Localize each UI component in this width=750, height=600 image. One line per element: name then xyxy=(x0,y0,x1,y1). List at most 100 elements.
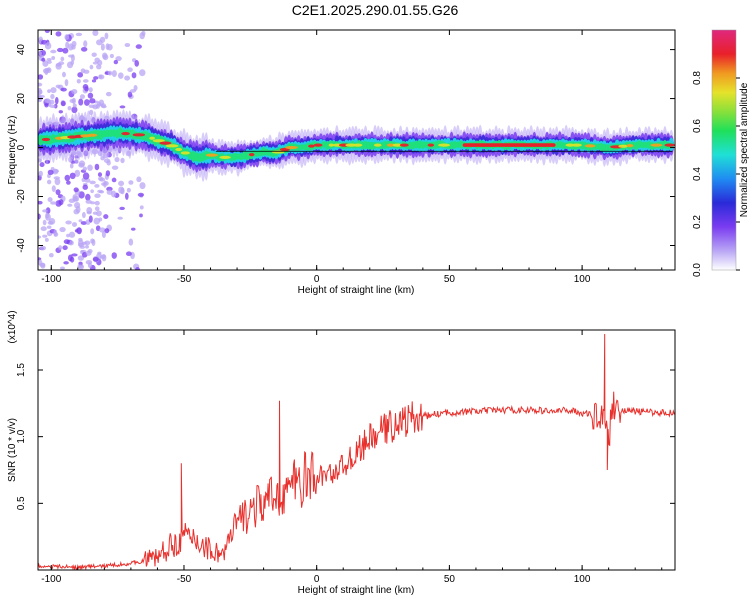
noise-speckle xyxy=(78,98,84,106)
ridge-core xyxy=(427,143,435,147)
noise-speckle xyxy=(58,110,63,114)
noise-speckle xyxy=(101,230,106,239)
noise-speckle xyxy=(131,72,137,79)
noise-speckle xyxy=(87,92,94,99)
y-tick-label: 0.5 xyxy=(16,496,27,510)
noise-speckle xyxy=(78,219,83,223)
noise-speckle xyxy=(78,242,85,248)
noise-speckle xyxy=(92,211,98,215)
noise-speckle xyxy=(55,31,62,37)
noise-speckle xyxy=(111,165,119,170)
noise-speckle xyxy=(71,106,78,114)
noise-speckle xyxy=(44,103,49,108)
noise-speckle xyxy=(47,60,52,64)
noise-speckle xyxy=(88,87,93,93)
noise-speckle xyxy=(94,184,100,188)
chart-title: C2E1.2025.290.01.55.G26 xyxy=(292,2,459,18)
noise-speckle xyxy=(52,168,59,175)
noise-speckle xyxy=(90,189,94,194)
noise-speckle xyxy=(44,30,50,34)
noise-speckle xyxy=(105,170,111,177)
noise-speckle xyxy=(94,193,101,199)
noise-speckle xyxy=(39,245,47,251)
noise-speckle xyxy=(58,199,64,206)
noise-speckle xyxy=(54,97,59,105)
noise-speckle xyxy=(64,174,71,182)
noise-speckle xyxy=(74,159,79,164)
noise-speckle xyxy=(111,177,117,183)
colorbar-gradient xyxy=(712,30,736,270)
noise-speckle xyxy=(74,201,81,209)
x-tick-label: -100 xyxy=(41,274,61,285)
ridge-core xyxy=(132,133,146,137)
y-tick-label: 20 xyxy=(16,93,27,105)
noise-speckle xyxy=(66,180,71,185)
noise-speckle xyxy=(105,91,112,97)
y-tick-label: 0 xyxy=(16,144,27,150)
x-tick-label: -50 xyxy=(177,274,192,285)
ridge-core xyxy=(248,153,255,157)
noise-speckle xyxy=(77,255,85,261)
noise-speckle xyxy=(82,79,89,83)
noise-speckle xyxy=(42,209,48,213)
noise-speckle xyxy=(125,251,132,257)
noise-speckle xyxy=(76,227,82,235)
noise-speckle xyxy=(91,52,97,57)
x-tick-label: 50 xyxy=(444,274,456,285)
y-tick-label: 40 xyxy=(16,44,27,56)
bottom-x-axis-label: Height of straight line (km) xyxy=(298,585,415,596)
noise-speckle xyxy=(124,75,131,81)
noise-speckle xyxy=(71,97,76,105)
noise-speckle xyxy=(71,222,78,227)
noise-speckle xyxy=(47,220,54,225)
noise-speckle xyxy=(38,87,42,96)
ridge-core xyxy=(41,137,51,142)
noise-speckle xyxy=(83,40,88,48)
snr-series-line xyxy=(38,333,675,570)
noise-speckle xyxy=(82,184,88,190)
noise-speckle xyxy=(139,182,146,190)
noise-speckle xyxy=(42,234,48,238)
noise-speckle xyxy=(89,64,94,70)
noise-speckle xyxy=(124,43,131,48)
ridge-core xyxy=(373,143,382,147)
x-tick-label: 50 xyxy=(444,574,456,585)
ridge-core xyxy=(462,143,556,147)
noise-speckle xyxy=(127,67,133,73)
noise-speckle xyxy=(113,59,119,65)
x-tick-label: -50 xyxy=(177,574,192,585)
noise-speckle xyxy=(46,57,52,62)
noise-speckle xyxy=(51,185,56,193)
noise-speckle xyxy=(101,254,107,262)
noise-speckle xyxy=(79,94,86,100)
noise-speckle xyxy=(67,254,73,262)
noise-speckle xyxy=(84,86,89,92)
noise-speckle xyxy=(78,191,85,199)
colorbar-tick-label: 0.4 xyxy=(692,167,703,181)
noise-speckle xyxy=(72,103,77,108)
noise-speckle xyxy=(68,43,74,51)
noise-speckle xyxy=(137,192,145,197)
noise-speckle xyxy=(60,100,66,107)
top-x-axis-label: Height of straight line (km) xyxy=(298,285,415,296)
ridge-core xyxy=(165,144,179,148)
bottom-y-axis-ticks: 1.5 1.0 0.5 xyxy=(16,363,675,510)
noise-speckle xyxy=(69,163,74,169)
spectrogram-frame xyxy=(37,29,676,271)
noise-speckle xyxy=(71,88,78,95)
colorbar-tick-label: 0.6 xyxy=(692,119,703,133)
noise-speckle xyxy=(89,98,96,104)
snr-frame xyxy=(37,329,676,571)
noise-speckle xyxy=(135,267,141,270)
noise-speckle xyxy=(49,104,56,109)
y-tick-label: -40 xyxy=(16,238,27,253)
noise-speckle xyxy=(89,109,94,116)
noise-speckle xyxy=(60,87,67,92)
noise-speckle xyxy=(92,61,99,65)
noise-speckle xyxy=(47,89,51,93)
noise-speckle xyxy=(104,228,110,234)
noise-speckle xyxy=(78,162,85,168)
ridge-core xyxy=(313,143,323,147)
noise-speckle xyxy=(67,54,74,58)
y-tick-label: -20 xyxy=(16,189,27,204)
